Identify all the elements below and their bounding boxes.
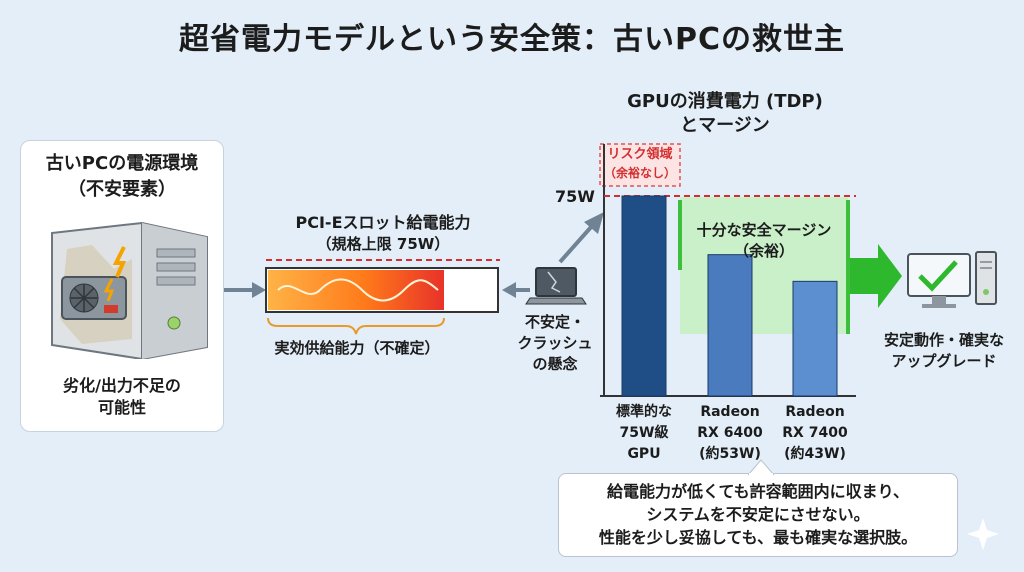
effective-supply-label: 実効供給能力（不確定） bbox=[274, 339, 440, 357]
limit-75w-label: 75W bbox=[555, 187, 595, 206]
laptop-label-line2: クラッシュ bbox=[517, 334, 593, 352]
stable-pc-icon bbox=[907, 251, 997, 308]
sparkle-icon bbox=[967, 518, 999, 550]
category-label-2-3: (約53W) bbox=[699, 446, 761, 462]
callout-line2: システムを不安定にさせない。 bbox=[646, 505, 870, 524]
power-environment-panel: 古いPCの電源環境 （不安要素） 劣化/出力不足の 可能性 bbox=[20, 140, 224, 432]
arrow-to-slot-from-laptop bbox=[502, 282, 516, 298]
category-label-2-2: RX 6400 bbox=[697, 425, 763, 441]
arrow-to-chart bbox=[558, 224, 594, 264]
page-title: 超省電力モデルという安全策：古いPCの救世主 bbox=[178, 22, 845, 57]
category-label-3-2: RX 7400 bbox=[782, 425, 848, 441]
effective-supply-fill bbox=[268, 270, 444, 310]
lightning-icon bbox=[112, 246, 127, 278]
category-label-1-2: 75W級 bbox=[619, 425, 669, 441]
callout-pointer bbox=[747, 459, 775, 476]
risk-label-line1: リスク領域 bbox=[607, 147, 673, 162]
conclusion-callout: 給電能力が低くても許容範囲内に収まり、 システムを不安定にさせない。 性能を少し… bbox=[558, 473, 958, 557]
pc-tower-illustration bbox=[51, 221, 208, 359]
stable-label-line2: アップグレード bbox=[891, 352, 997, 370]
callout-line1: 給電能力が低くても許容範囲内に収まり、 bbox=[606, 482, 910, 501]
laptop-label-line1: 不安定・ bbox=[524, 313, 585, 331]
category-label-3-1: Radeon bbox=[785, 404, 845, 420]
callout-line3: 性能を少し妥協しても、最も確実な選択肢。 bbox=[598, 528, 918, 547]
risk-label-line2: （余裕なし） bbox=[603, 166, 676, 180]
category-label-1-1: 標準的な bbox=[616, 404, 672, 420]
bar-1 bbox=[621, 195, 667, 397]
category-label-3-3: (約43W) bbox=[784, 446, 846, 462]
panel-caption-line1: 劣化/出力不足の bbox=[63, 376, 181, 395]
panel-caption-line2: 可能性 bbox=[97, 398, 146, 417]
margin-label-line1: 十分な安全マージン bbox=[696, 221, 832, 239]
panel-title-line2: （不安要素） bbox=[68, 179, 176, 200]
checkmark-icon bbox=[918, 260, 958, 292]
margin-label-line2: （余裕） bbox=[733, 242, 794, 260]
broken-laptop-icon bbox=[525, 267, 587, 305]
risk-area-box bbox=[599, 143, 681, 187]
bar-2 bbox=[707, 254, 753, 397]
green-arrow-icon bbox=[850, 244, 902, 308]
pcie-title-line2: （規格上限 75W） bbox=[316, 235, 450, 253]
laptop-label-line3: の懸念 bbox=[532, 355, 578, 373]
panel-title-line1: 古いPCの電源環境 bbox=[45, 153, 199, 174]
pcie-title-line1: PCI-Eスロット給電能力 bbox=[295, 213, 471, 232]
category-label-2-1: Radeon bbox=[700, 404, 760, 420]
chart-title-line2: とマージン bbox=[680, 115, 770, 136]
effective-brace bbox=[267, 317, 445, 335]
category-label-1-3: GPU bbox=[627, 446, 661, 462]
chart-title-line1: GPUの消費電力 (TDP) bbox=[627, 91, 823, 112]
bar-3 bbox=[792, 280, 838, 397]
stable-label-line1: 安定動作・確実な bbox=[883, 331, 1004, 349]
